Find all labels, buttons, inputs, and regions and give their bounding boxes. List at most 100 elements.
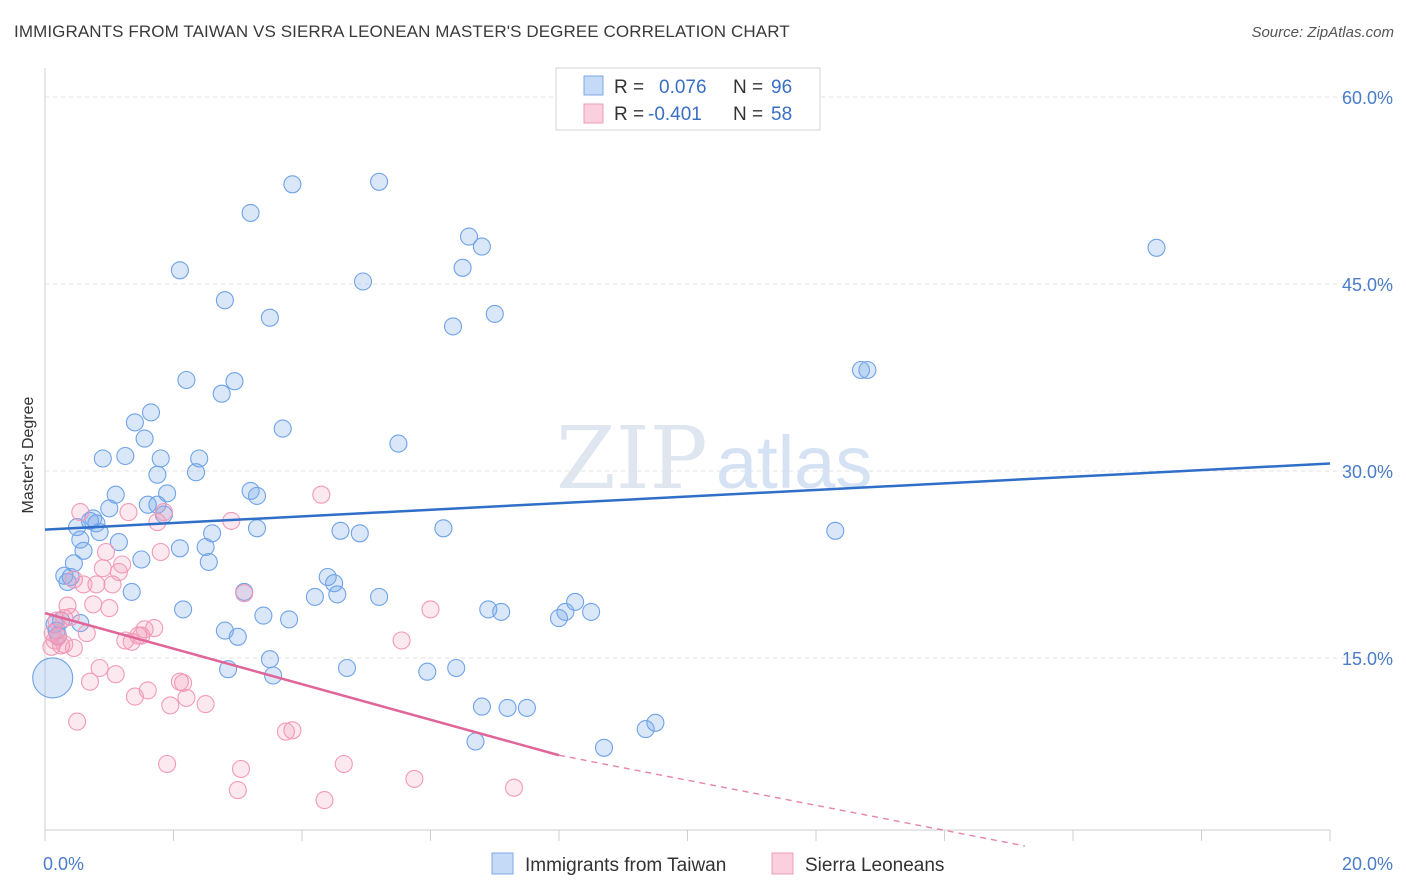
taiwan-point-47 <box>260 650 279 669</box>
taiwan-point-63 <box>353 272 373 291</box>
taiwan-point-20 <box>122 582 141 601</box>
sierra-point-39 <box>174 673 193 692</box>
taiwan-point-54 <box>215 291 234 310</box>
bottom-legend-taiwan: Immigrants from Taiwan <box>525 855 726 876</box>
taiwan-point-31 <box>174 600 193 619</box>
sierra-point-19 <box>100 599 119 618</box>
sierra-point-52 <box>405 769 424 788</box>
sierra-point-25 <box>119 503 138 522</box>
taiwan-point-67 <box>418 662 437 681</box>
sierra-point-41 <box>196 695 215 714</box>
sierra-point-40 <box>177 688 196 707</box>
sierra-point-33 <box>148 513 167 532</box>
sierra-point-54 <box>504 778 524 797</box>
source-label: Source: ZipAtlas.com <box>1251 24 1394 41</box>
legend-swatch-sierra <box>583 103 604 124</box>
sierra-point-17 <box>93 559 112 578</box>
bottom-legend-sierra: Sierra Leoneans <box>805 855 944 876</box>
sierra-point-18 <box>96 542 116 562</box>
sierra-point-31 <box>138 681 157 700</box>
taiwan-point-68 <box>434 519 453 538</box>
sierra-point-55 <box>55 635 74 654</box>
sierra-point-56 <box>64 570 83 589</box>
legend-r-label-2: R = <box>614 104 644 125</box>
taiwan-point-52 <box>241 203 260 222</box>
taiwan-point-15 <box>93 449 112 468</box>
sierra-point-46 <box>276 722 295 741</box>
y-tick-label-0: 15.0% <box>1342 649 1393 669</box>
y-tick-label-1: 30.0% <box>1342 462 1393 482</box>
sierra-point-30 <box>135 620 154 639</box>
taiwan-point-49 <box>280 610 299 629</box>
y-tick-label-3: 60.0% <box>1342 88 1393 108</box>
legend-n-value-2: 58 <box>771 104 792 125</box>
taiwan-point-87 <box>646 713 665 732</box>
bottom-legend-swatch-taiwan <box>491 852 514 875</box>
taiwan-point-33 <box>186 463 206 482</box>
sierra-point-49 <box>315 791 334 810</box>
taiwan-point-32 <box>177 370 196 390</box>
taiwan-point-53 <box>170 261 189 280</box>
chart-title: IMMIGRANTS FROM TAIWAN VS SIERRA LEONEAN… <box>14 22 790 41</box>
taiwan-point-69 <box>443 317 463 336</box>
taiwan-point-85 <box>594 738 614 757</box>
legend-n-value-1: 96 <box>771 77 792 98</box>
y-axis-label: Master's Degree <box>20 396 37 513</box>
taiwan-point-19 <box>116 446 135 466</box>
taiwan-point-25 <box>141 403 161 422</box>
taiwan-point-56 <box>305 587 324 606</box>
sierra-point-37 <box>161 696 180 715</box>
sierra-point-15 <box>87 575 106 594</box>
sierra-point-16 <box>90 658 109 678</box>
watermark-zip: ZIP <box>556 409 708 509</box>
taiwan-point-50 <box>273 419 292 438</box>
taiwan-point-91 <box>1147 238 1166 257</box>
x-tick-label-1: 20.0% <box>1342 854 1393 874</box>
taiwan-point-30 <box>170 539 189 558</box>
taiwan-point-70 <box>453 258 472 277</box>
sierra-point-53 <box>421 600 440 619</box>
bottom-legend-swatch-sierra <box>771 852 794 875</box>
taiwan-point-22 <box>132 550 151 569</box>
taiwan-point-71 <box>459 227 479 246</box>
sierra-point-34 <box>151 542 170 562</box>
taiwan-point-65 <box>370 172 389 191</box>
taiwan-point-72 <box>466 732 485 751</box>
taiwan-point-24 <box>138 495 157 514</box>
sierra-point-9 <box>68 712 87 731</box>
taiwan-point-79 <box>472 697 491 716</box>
sierra-point-44 <box>231 759 251 779</box>
taiwan-point-41 <box>225 372 244 391</box>
sierra-point-32 <box>145 619 164 638</box>
taiwan-point-77 <box>498 698 517 717</box>
taiwan-point-94 <box>32 657 74 699</box>
trend-lines <box>44 462 1331 847</box>
taiwan-point-36 <box>199 552 218 572</box>
taiwan-point-23 <box>135 429 154 448</box>
taiwan-point-58 <box>325 574 344 593</box>
taiwan-point-37 <box>203 524 222 543</box>
taiwan-point-10 <box>74 541 93 560</box>
taiwan-point-46 <box>254 606 273 625</box>
taiwan-point-80 <box>517 698 536 717</box>
sierra-point-45 <box>235 584 254 603</box>
taiwan-point-88 <box>826 521 845 540</box>
series-taiwan-points <box>32 172 1166 757</box>
axes <box>44 68 1331 841</box>
taiwan-point-34 <box>190 449 209 468</box>
taiwan-point-59 <box>328 585 347 604</box>
stats-legend: R = 0.076 N = 96 R = -0.401 N = 58 <box>555 67 821 131</box>
taiwan-point-9 <box>71 530 90 549</box>
taiwan-point-17 <box>106 485 125 504</box>
taiwan-point-38 <box>212 384 231 403</box>
taiwan-point-92 <box>247 486 267 505</box>
taiwan-point-66 <box>389 434 408 453</box>
taiwan-point-75 <box>485 304 504 323</box>
taiwan-point-60 <box>331 521 350 540</box>
sierra-point-36 <box>158 754 177 774</box>
taiwan-point-42 <box>228 627 247 646</box>
trend-line-taiwan <box>44 462 1331 531</box>
taiwan-point-18 <box>109 533 128 552</box>
sierra-point-10 <box>71 503 90 522</box>
sierra-point-43 <box>228 781 247 800</box>
